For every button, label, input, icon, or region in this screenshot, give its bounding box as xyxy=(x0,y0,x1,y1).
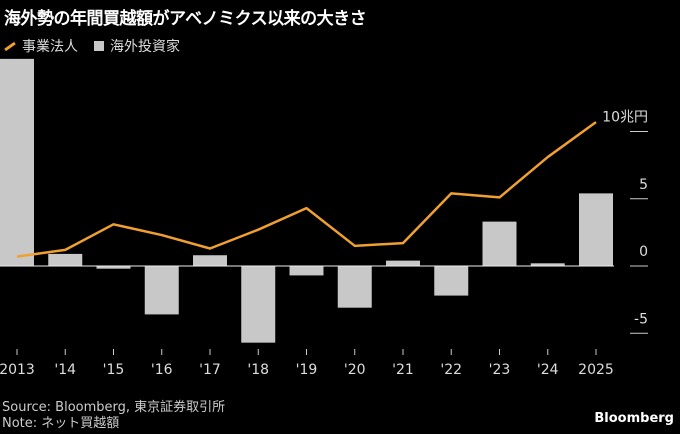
legend: 事業法人 海外投資家 xyxy=(4,36,180,56)
x-tick-label: 2013 xyxy=(0,362,35,378)
bar-'20 xyxy=(337,266,372,308)
x-tick-label: '19 xyxy=(296,362,318,378)
note-text: Note: ネット買越額 xyxy=(2,416,120,431)
bar-'22 xyxy=(434,266,469,296)
y-tick-label: 10兆円 xyxy=(602,110,648,126)
source-text: Source: Bloomberg, 東京証券取引所 xyxy=(2,400,226,415)
x-tick-label: '17 xyxy=(199,362,221,378)
y-tick-label: 5 xyxy=(639,177,648,193)
bar-'18 xyxy=(241,266,276,343)
x-tick-label: 2025 xyxy=(578,362,614,378)
bar-'16 xyxy=(144,266,179,315)
x-tick-label: '20 xyxy=(344,362,366,378)
footer: Source: Bloomberg, 東京証券取引所 Note: ネット買越額 xyxy=(2,400,225,432)
x-tick-label: '15 xyxy=(103,362,125,378)
bar-'19 xyxy=(289,266,324,276)
y-tick-label: 0 xyxy=(639,244,648,260)
bar-'15 xyxy=(96,266,131,269)
bar-'24 xyxy=(530,263,565,266)
x-tick-label: '22 xyxy=(440,362,462,378)
legend-bar-swatch xyxy=(94,41,104,51)
x-tick-label: '14 xyxy=(54,362,76,378)
y-tick-label: -5 xyxy=(634,311,648,327)
bar-'21 xyxy=(386,260,420,266)
x-tick-label: '24 xyxy=(537,362,559,378)
bar-2013 xyxy=(0,58,34,267)
legend-item-bar: 海外投資家 xyxy=(94,36,180,56)
bar-'23 xyxy=(482,221,517,266)
x-tick-label: '16 xyxy=(151,362,173,378)
brand-logo: Bloomberg xyxy=(594,411,674,426)
chart-title: 海外勢の年間買越額がアベノミクス以来の大きさ xyxy=(4,9,367,29)
x-tick-label: '18 xyxy=(247,362,269,378)
x-tick-label: '23 xyxy=(489,362,511,378)
bar-'17 xyxy=(193,255,227,266)
legend-label: 事業法人 xyxy=(22,39,78,55)
bar-2025 xyxy=(579,193,613,266)
legend-item-line: 事業法人 xyxy=(4,36,78,56)
x-tick-label: '21 xyxy=(392,362,414,378)
bar-'14 xyxy=(48,253,83,266)
legend-label: 海外投資家 xyxy=(110,39,180,55)
